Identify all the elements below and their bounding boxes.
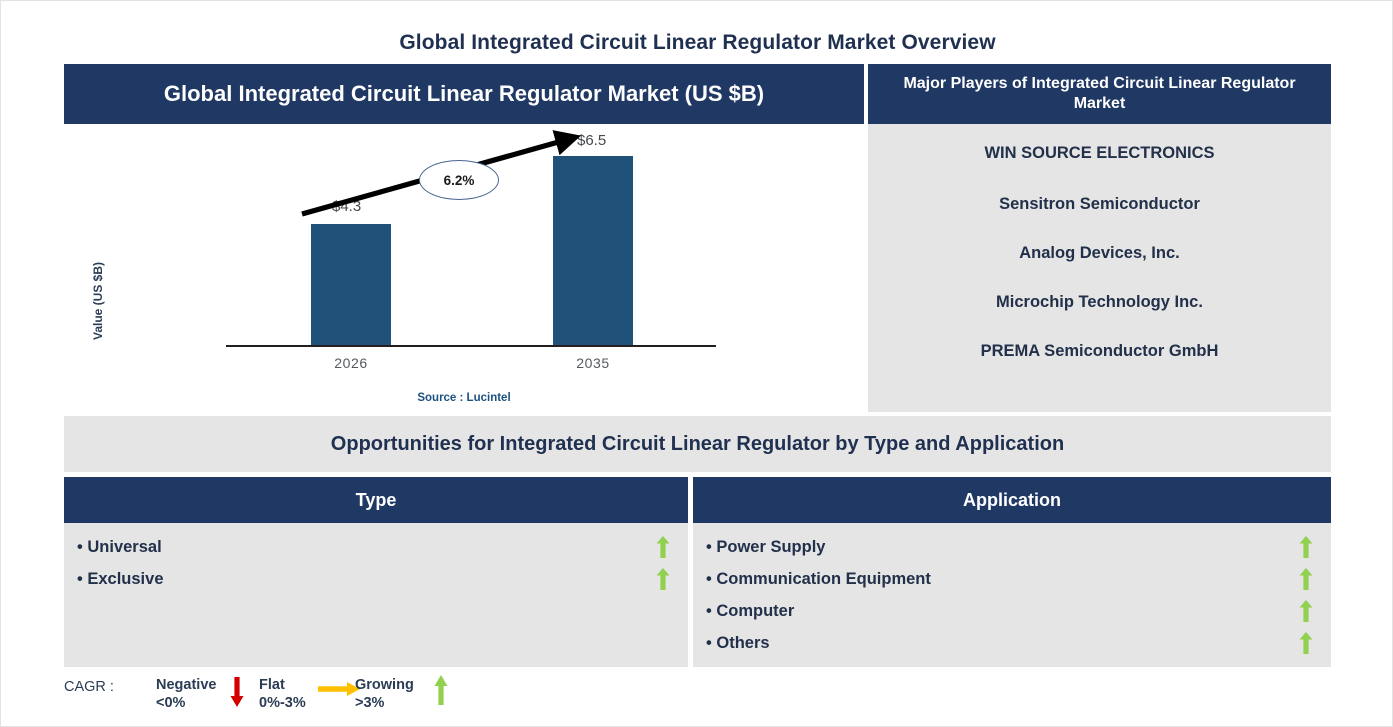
arrow-right-amber-icon [318, 681, 360, 697]
list-item: PREMA Semiconductor GmbH [980, 342, 1219, 360]
arrow-up-green-icon [1299, 600, 1313, 622]
list-item-label: • Power Supply [706, 537, 826, 556]
cagr-legend-title: CAGR : [64, 679, 114, 695]
legend-flat-label: Flat [259, 677, 285, 693]
x-tick-2026: 2026 [334, 355, 368, 371]
list-item: • Computer [693, 595, 1331, 627]
players-panel-header: Major Players of Integrated Circuit Line… [868, 64, 1331, 124]
arrow-up-green-icon [656, 536, 670, 558]
legend-negative-range: <0% [156, 695, 186, 711]
list-item: • Universal [64, 531, 688, 563]
opportunities-banner: Opportunities for Integrated Circuit Lin… [64, 416, 1331, 472]
list-item-label: • Exclusive [77, 569, 164, 588]
cagr-legend: CAGR : Negative <0% Flat 0%-3% Growing >… [64, 673, 684, 721]
bar-2035 [553, 156, 633, 345]
chart-baseline [226, 345, 716, 347]
bar-value-2035: $6.5 [577, 132, 607, 149]
legend-entry-flat: Flat 0%-3% [259, 676, 306, 712]
type-column-header: Type [64, 477, 688, 523]
source-note: Source : Lucintel [417, 392, 511, 404]
legend-growing-label: Growing [355, 677, 414, 693]
chart-panel-header: Global Integrated Circuit Linear Regulat… [64, 64, 864, 124]
arrow-down-red-icon [230, 675, 244, 707]
application-column-body: • Power Supply • Communication Equipment… [693, 523, 1331, 667]
type-column-body: • Universal • Exclusive [64, 523, 688, 667]
arrow-up-green-icon [434, 675, 448, 707]
arrow-up-green-icon [1299, 536, 1313, 558]
list-item: • Communication Equipment [693, 563, 1331, 595]
list-item: Analog Devices, Inc. [1019, 244, 1180, 262]
list-item: WIN SOURCE ELECTRONICS [984, 144, 1215, 162]
legend-negative-label: Negative [156, 677, 217, 693]
legend-growing-range: >3% [355, 695, 385, 711]
legend-entry-negative: Negative <0% [156, 676, 216, 712]
list-item: • Others [693, 627, 1331, 659]
page-title: Global Integrated Circuit Linear Regulat… [399, 31, 996, 54]
list-item: Sensitron Semiconductor [999, 195, 1200, 213]
cagr-bubble: 6.2% [419, 160, 499, 200]
y-axis-label: Value (US $B) [91, 261, 105, 341]
arrow-up-green-icon [1299, 632, 1313, 654]
list-item-label: • Others [706, 633, 770, 652]
list-item-label: • Computer [706, 601, 795, 620]
bar-chart: Value (US $B) $4.3 $6.5 2026 2035 6.2% S… [64, 124, 864, 412]
list-item: • Exclusive [64, 563, 688, 595]
application-column-header: Application [693, 477, 1331, 523]
x-tick-2035: 2035 [576, 355, 610, 371]
legend-entry-growing: Growing >3% [355, 676, 414, 712]
list-item-label: • Communication Equipment [706, 569, 931, 588]
list-item: • Power Supply [693, 531, 1331, 563]
players-list: WIN SOURCE ELECTRONICS Sensitron Semicon… [868, 124, 1331, 412]
legend-flat-range: 0%-3% [259, 695, 306, 711]
arrow-up-green-icon [1299, 568, 1313, 590]
list-item: Microchip Technology Inc. [996, 293, 1203, 311]
list-item-label: • Universal [77, 537, 162, 556]
arrow-up-green-icon [656, 568, 670, 590]
bar-2026 [311, 224, 391, 345]
